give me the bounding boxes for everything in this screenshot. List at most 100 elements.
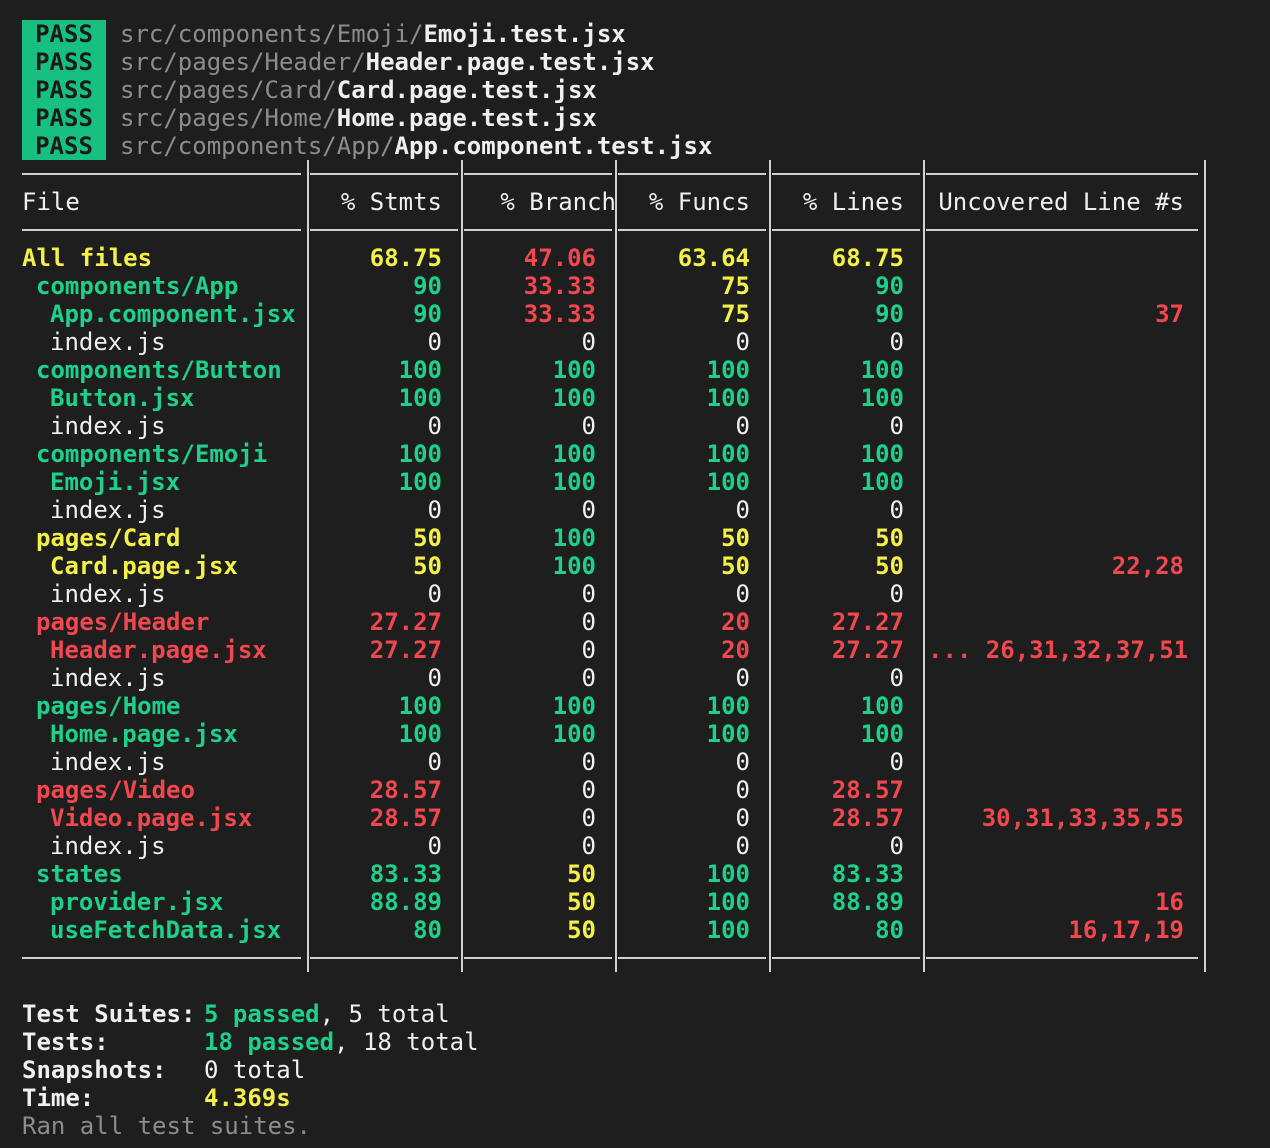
stmts-cell: 80 (413, 916, 442, 944)
column-header: % Stmts (340, 188, 442, 216)
stmts-cell: 0 (427, 496, 442, 524)
stmts-cell: 100 (398, 692, 442, 720)
column-header: % Lines (802, 188, 904, 216)
test-file-name: Home.page.test.jsx (336, 104, 597, 132)
branch-cell: 0 (581, 832, 596, 860)
lines-cell: 0 (889, 328, 904, 356)
funcs-cell: 100 (706, 356, 750, 384)
lines-cell: 100 (860, 720, 904, 748)
lines-cell: 27.27 (831, 636, 904, 664)
file-cell: components/Emoji (36, 440, 268, 468)
funcs-cell: 63.64 (677, 244, 750, 272)
column-header: Uncovered Line #s (938, 188, 1184, 216)
file-cell: components/App (36, 272, 239, 300)
file-cell: pages/Video (36, 776, 195, 804)
file-cell: useFetchData.jsx (50, 916, 282, 944)
uncovered-cell: 16,17,19 (1068, 916, 1184, 944)
stmts-cell: 88.89 (369, 888, 442, 916)
funcs-cell: 0 (735, 748, 750, 776)
table-row: Emoji.jsx 100 100 100 100 (22, 468, 1212, 496)
funcs-cell: 100 (706, 440, 750, 468)
file-cell: Emoji.jsx (50, 468, 181, 496)
lines-cell: 27.27 (831, 608, 904, 636)
uncovered-cell (928, 832, 1184, 860)
stmts-cell: 0 (427, 412, 442, 440)
uncovered-cell (928, 384, 1184, 412)
lines-cell: 100 (860, 384, 904, 412)
summary-tests: Tests: 18 passed, 18 total (22, 1028, 479, 1056)
lines-cell: 0 (889, 496, 904, 524)
summary-label: Snapshots: (22, 1056, 167, 1084)
uncovered-cell (928, 664, 1184, 692)
branch-cell: 0 (581, 748, 596, 776)
file-cell: states (36, 860, 123, 888)
summary-suites: Test Suites: 5 passed, 5 total (22, 1000, 450, 1028)
uncovered-cell: ... 26,31,32,37,51 (928, 636, 1189, 664)
funcs-cell: 0 (735, 776, 750, 804)
lines-cell: 28.57 (831, 776, 904, 804)
tests-total: 18 total (362, 1028, 479, 1056)
branch-cell: 0 (581, 636, 596, 664)
uncovered-cell: 22,28 (1111, 552, 1184, 580)
summary-label: Tests: (22, 1028, 109, 1056)
funcs-cell: 100 (706, 384, 750, 412)
file-cell: provider.jsx (50, 888, 224, 916)
stmts-cell: 27.27 (369, 636, 442, 664)
table-row: index.js 0 0 0 0 (22, 664, 1212, 692)
column-header: % Branch (500, 188, 616, 216)
test-file-name: Card.page.test.jsx (336, 76, 597, 104)
funcs-cell: 0 (735, 832, 750, 860)
summary-time: Time: 4.369s (22, 1084, 1212, 1112)
table-row: pages/Card 50 100 50 50 (22, 524, 1212, 552)
table-row: index.js 0 0 0 0 (22, 748, 1212, 776)
file-cell: All files (22, 244, 153, 272)
funcs-cell: 100 (706, 692, 750, 720)
table-separator-top (22, 160, 1212, 188)
uncovered-cell (928, 720, 1184, 748)
lines-cell: 90 (875, 272, 904, 300)
file-cell: components/Button (36, 356, 282, 384)
pass-line: PASS src/components/Emoji/Emoji.test.jsx (22, 20, 1212, 48)
lines-cell: 83.33 (831, 860, 904, 888)
lines-cell: 50 (875, 524, 904, 552)
funcs-cell: 20 (721, 608, 750, 636)
time-value: 4.369s (204, 1084, 291, 1112)
branch-cell: 0 (581, 412, 596, 440)
branch-cell: 50 (567, 916, 596, 944)
uncovered-cell (928, 524, 1184, 552)
file-cell: Button.jsx (50, 384, 195, 412)
lines-cell: 50 (875, 552, 904, 580)
table-header-row: File % Stmts % Branch % Funcs % Lines Uncover… (22, 188, 1212, 216)
table-row: index.js 0 0 0 0 (22, 496, 1212, 524)
pass-line: PASS src/pages/Card/Card.page.test.jsx (22, 76, 1212, 104)
table-row: index.js 0 0 0 0 (22, 412, 1212, 440)
branch-cell: 100 (552, 720, 596, 748)
column-header: % Funcs (648, 188, 750, 216)
funcs-cell: 20 (721, 636, 750, 664)
branch-cell: 0 (581, 776, 596, 804)
lines-cell: 0 (889, 580, 904, 608)
uncovered-cell (928, 580, 1184, 608)
branch-cell: 100 (552, 356, 596, 384)
tests-passed: 18 passed (204, 1028, 335, 1056)
table-row: index.js 0 0 0 0 (22, 832, 1212, 860)
funcs-cell: 75 (721, 300, 750, 328)
branch-cell: 0 (581, 804, 596, 832)
uncovered-cell (928, 496, 1184, 524)
uncovered-cell: 30,31,33,35,55 (981, 804, 1184, 832)
table-row: components/Button 100 100 100 100 (22, 356, 1212, 384)
file-cell: App.component.jsx (50, 300, 296, 328)
funcs-cell: 0 (735, 328, 750, 356)
stmts-cell: 100 (398, 440, 442, 468)
file-cell: index.js (50, 748, 166, 776)
file-cell: pages/Home (36, 692, 181, 720)
pass-badge: PASS (22, 104, 106, 132)
stmts-cell: 0 (427, 580, 442, 608)
uncovered-cell (928, 776, 1184, 804)
test-summary: Test Suites: 5 passed, 5 total Tests: 18 p… (22, 1000, 1212, 1140)
stmts-cell: 0 (427, 748, 442, 776)
summary-snapshots: Snapshots: 0 total (22, 1056, 1212, 1084)
uncovered-cell (928, 468, 1184, 496)
lines-cell: 0 (889, 748, 904, 776)
uncovered-cell (928, 356, 1184, 384)
